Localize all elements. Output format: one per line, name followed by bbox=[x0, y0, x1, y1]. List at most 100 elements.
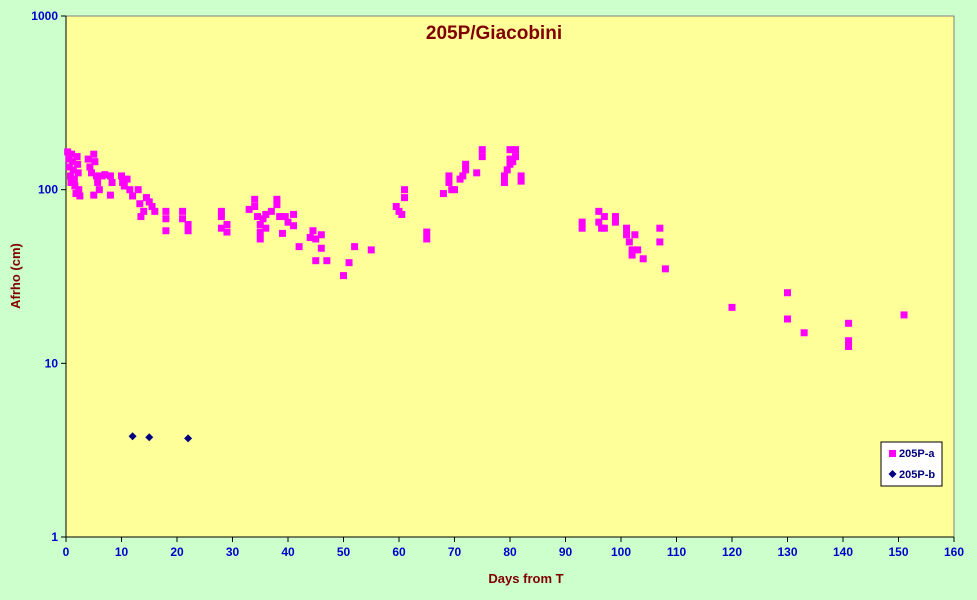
data-point-205p-a bbox=[90, 150, 98, 158]
data-point-205p-a bbox=[108, 178, 116, 186]
data-point-205p-a bbox=[439, 190, 447, 198]
data-point-205p-a bbox=[401, 186, 409, 194]
data-point-205p-a bbox=[65, 155, 73, 163]
chart-title: 205P/Giacobini bbox=[426, 23, 562, 44]
data-point-205p-a bbox=[600, 213, 608, 221]
data-point-205p-a bbox=[784, 315, 791, 323]
x-tick-label: 60 bbox=[392, 545, 406, 559]
data-point-205p-a bbox=[262, 210, 270, 218]
data-point-205p-a bbox=[462, 166, 470, 174]
data-point-205p-a bbox=[65, 163, 73, 171]
data-point-205p-a bbox=[118, 172, 125, 180]
data-point-205p-a bbox=[223, 228, 231, 236]
data-point-205p-a bbox=[509, 158, 517, 166]
data-point-205p-a bbox=[631, 231, 639, 239]
data-point-205p-a bbox=[309, 227, 317, 235]
data-point-205p-a bbox=[75, 186, 83, 194]
x-tick-label: 160 bbox=[944, 545, 964, 559]
data-point-205p-a bbox=[578, 224, 586, 232]
legend-marker-205p-b bbox=[888, 470, 897, 478]
data-point-205p-a bbox=[656, 224, 664, 232]
data-point-205p-a bbox=[478, 146, 486, 154]
data-point-205p-a bbox=[68, 150, 76, 158]
data-point-205p-a bbox=[623, 231, 631, 239]
data-point-205p-a bbox=[86, 163, 94, 171]
data-point-205p-a bbox=[256, 221, 264, 229]
data-point-205p-a bbox=[578, 218, 586, 226]
y-tick-label: 1000 bbox=[31, 9, 58, 23]
data-point-205p-a bbox=[312, 235, 320, 243]
data-point-205p-a bbox=[179, 207, 187, 215]
data-point-205p-a bbox=[340, 272, 347, 280]
data-point-205p-a bbox=[245, 205, 253, 213]
data-point-205p-a bbox=[473, 169, 481, 177]
data-point-205p-a bbox=[91, 158, 99, 166]
data-point-205p-a bbox=[73, 153, 81, 161]
data-point-205p-a bbox=[478, 153, 486, 161]
data-point-205p-a bbox=[253, 213, 261, 221]
data-point-205p-a bbox=[217, 224, 225, 232]
data-point-205p-b bbox=[145, 433, 154, 442]
data-point-205p-a bbox=[137, 213, 145, 221]
data-point-205p-a bbox=[459, 172, 467, 180]
data-point-205p-a bbox=[512, 153, 520, 161]
data-point-205p-a bbox=[72, 190, 80, 198]
data-point-205p-a bbox=[217, 207, 225, 215]
data-point-205p-a bbox=[273, 201, 281, 209]
data-point-205p-a bbox=[634, 246, 642, 254]
data-point-205p-a bbox=[595, 218, 603, 226]
data-point-205p-a bbox=[74, 169, 82, 177]
data-point-205p-a bbox=[392, 202, 400, 210]
data-point-205p-a bbox=[290, 210, 298, 218]
x-tick-label: 140 bbox=[833, 545, 853, 559]
data-point-205p-a bbox=[101, 171, 109, 179]
data-point-205p-a bbox=[95, 186, 103, 194]
data-point-205p-a bbox=[661, 265, 669, 273]
data-point-205p-a bbox=[728, 303, 736, 311]
data-point-205p-a bbox=[517, 177, 525, 185]
data-point-205p-a bbox=[295, 243, 303, 251]
data-point-205p-a bbox=[251, 202, 259, 210]
data-point-205p-a bbox=[625, 238, 633, 246]
data-point-205p-a bbox=[423, 228, 431, 236]
data-point-205p-a bbox=[281, 213, 289, 221]
data-point-205p-a bbox=[611, 218, 619, 226]
data-point-205p-a bbox=[639, 255, 647, 263]
data-point-205p-a bbox=[451, 186, 458, 194]
data-point-205p-a bbox=[140, 207, 148, 215]
data-point-205p-a bbox=[500, 178, 508, 186]
data-point-205p-a bbox=[623, 224, 631, 232]
data-point-205p-a bbox=[251, 195, 259, 203]
data-point-205p-a bbox=[106, 172, 114, 180]
data-point-205p-a bbox=[148, 202, 156, 210]
data-point-205p-a bbox=[367, 246, 375, 254]
data-point-205p-a bbox=[462, 160, 470, 168]
legend-marker-205p-a bbox=[889, 450, 896, 457]
data-point-205p-a bbox=[845, 337, 853, 345]
y-tick-label: 1 bbox=[51, 530, 58, 544]
data-point-205p-a bbox=[142, 194, 150, 202]
data-point-205p-a bbox=[126, 186, 134, 194]
x-tick-label: 90 bbox=[559, 545, 573, 559]
data-point-205p-a bbox=[162, 207, 170, 215]
data-point-205p-a bbox=[145, 198, 153, 206]
data-point-205p-a bbox=[106, 191, 114, 199]
data-point-205p-a bbox=[262, 224, 270, 232]
data-point-205p-a bbox=[69, 166, 77, 174]
data-point-205p-a bbox=[74, 160, 82, 168]
legend: 205P-a 205P-b bbox=[880, 441, 943, 487]
legend-label-205p-b: 205P-b bbox=[899, 469, 935, 481]
data-point-205p-a bbox=[136, 200, 144, 208]
data-point-205p-a bbox=[90, 191, 98, 199]
x-tick-label: 50 bbox=[337, 545, 351, 559]
y-axis-title: Afrho (cm) bbox=[8, 243, 23, 309]
data-point-205p-a bbox=[273, 195, 281, 203]
data-point-205p-a bbox=[401, 194, 409, 202]
data-point-205p-a bbox=[317, 231, 325, 239]
data-point-205p-a bbox=[423, 235, 431, 243]
data-point-205p-a bbox=[94, 178, 102, 186]
data-point-205p-a bbox=[134, 186, 142, 194]
legend-box bbox=[880, 441, 943, 487]
x-tick-label: 70 bbox=[448, 545, 462, 559]
